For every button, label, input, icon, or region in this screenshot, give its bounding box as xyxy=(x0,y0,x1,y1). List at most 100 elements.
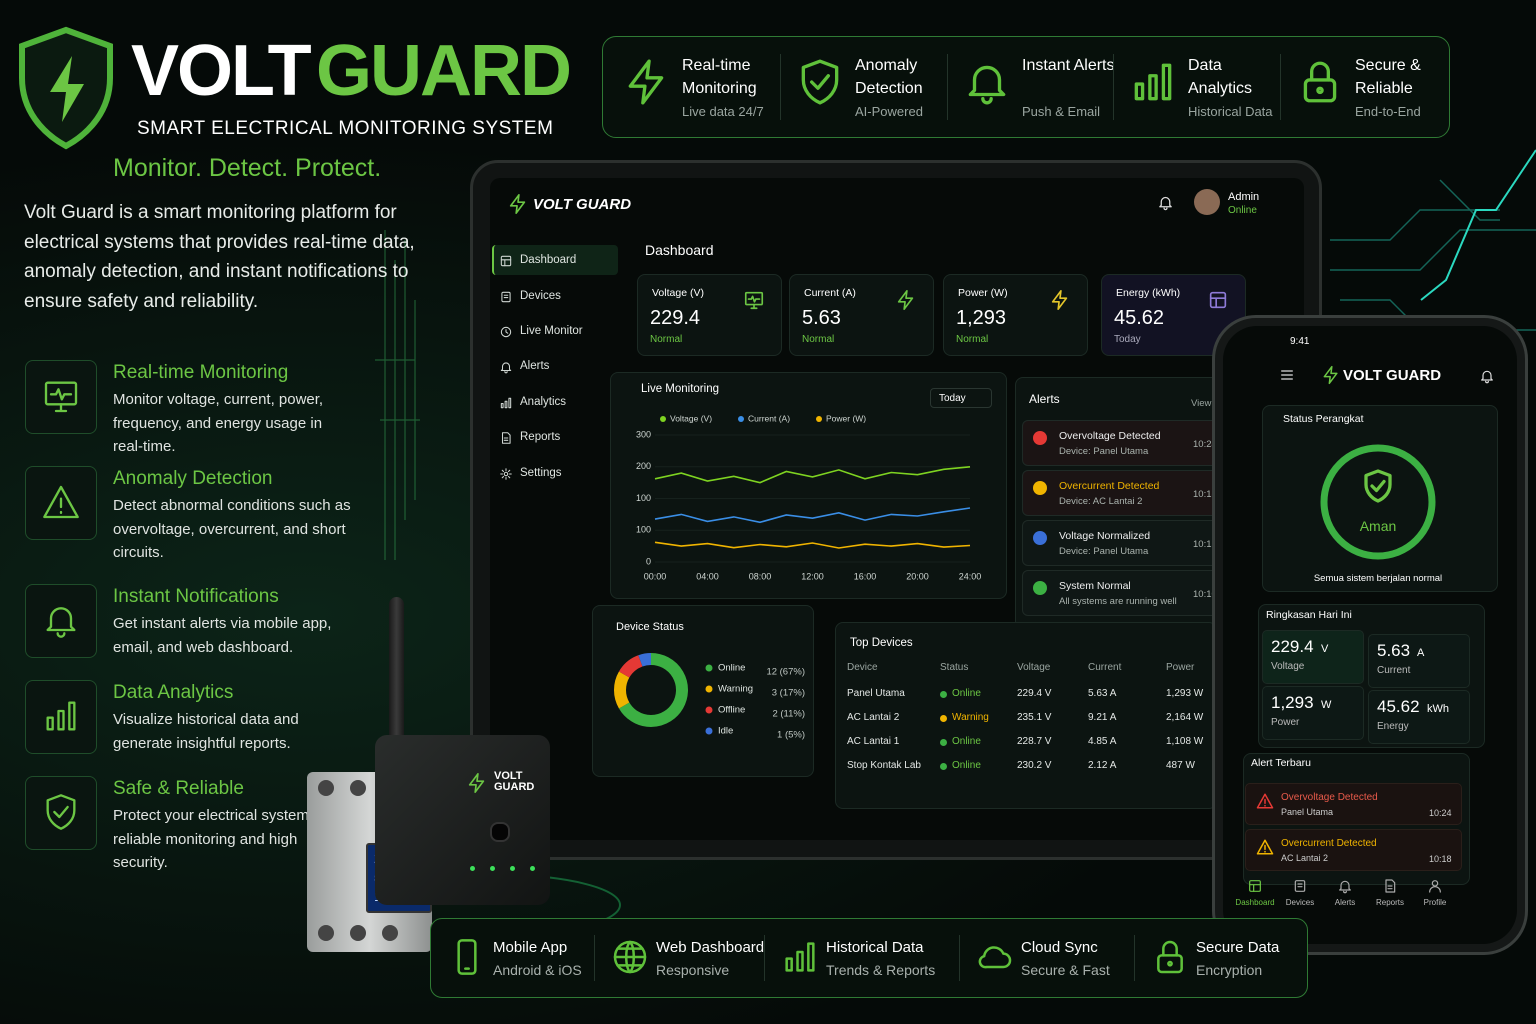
table-cell: 2,164 W xyxy=(1166,712,1204,723)
stat-label: Voltage (V) xyxy=(652,287,704,299)
top-feature-subtitle: AI-Powered xyxy=(855,104,923,119)
user-name: Admin xyxy=(1228,191,1260,203)
icon-part xyxy=(1157,954,1183,974)
nav-item[interactable]: Settings xyxy=(520,467,562,479)
gear-icon xyxy=(500,468,512,480)
icon-part xyxy=(1323,365,1338,385)
alert-title: System Normal xyxy=(1059,580,1131,592)
mon-icon xyxy=(500,326,512,338)
page-title: Dashboard xyxy=(645,242,714,258)
shield-icon xyxy=(801,59,839,105)
divider xyxy=(947,54,948,120)
bottom-subtitle: Encryption xyxy=(1196,962,1263,978)
icon-part xyxy=(1387,885,1393,890)
table-cell: 487 W xyxy=(1166,760,1195,771)
top-feature-title: Secure & Reliable xyxy=(1355,57,1421,97)
icon-part xyxy=(1249,884,1261,892)
alert-detail: All systems are running well xyxy=(1059,596,1177,607)
top-devices-title: Top Devices xyxy=(850,637,913,649)
stat-value: 1,293 xyxy=(956,307,1007,329)
icon-part xyxy=(1256,793,1274,809)
icon-part xyxy=(1294,880,1306,892)
warn-icon xyxy=(1256,793,1274,809)
summary-label: Power xyxy=(1271,717,1300,728)
nav-item[interactable]: Live Monitor xyxy=(520,325,583,337)
tab-label[interactable]: Dashboard xyxy=(1235,898,1275,907)
top-feature-subtitle: Historical Data xyxy=(1188,104,1273,119)
nav-item[interactable]: Devices xyxy=(520,290,561,302)
filter[interactable]: Today xyxy=(930,388,992,408)
icon-part xyxy=(501,291,511,303)
user-icon xyxy=(1429,880,1441,893)
doc-icon xyxy=(501,432,511,444)
icon-part xyxy=(1330,209,1500,241)
nav-item[interactable]: Alerts xyxy=(520,360,550,372)
icon-part xyxy=(508,397,512,409)
top-features-bar xyxy=(602,36,1450,138)
tab-label[interactable]: Alerts xyxy=(1334,898,1356,907)
stat-card: Energy (kWh) 45.62 Today xyxy=(1101,274,1246,356)
icon-part xyxy=(1339,880,1351,891)
icon-part xyxy=(1051,290,1068,310)
icon-part xyxy=(46,607,76,632)
status-dot xyxy=(940,715,947,722)
tab-label[interactable]: Devices xyxy=(1285,898,1315,907)
table-cell: 9.21 A xyxy=(1088,712,1117,723)
bell-icon xyxy=(1159,196,1172,211)
led xyxy=(530,866,535,871)
table-cell: AC Lantai 1 xyxy=(847,736,900,747)
menu-icon xyxy=(1281,370,1293,380)
nav-item[interactable]: Analytics xyxy=(520,396,567,408)
view-all[interactable]: View All xyxy=(1191,398,1225,409)
icon-part xyxy=(1161,63,1172,101)
terminal xyxy=(318,925,334,941)
icon-part xyxy=(501,432,511,444)
device-button xyxy=(490,822,510,842)
alert-time: 10:15:30 xyxy=(1193,539,1230,550)
led xyxy=(510,866,515,871)
summary-unit: V xyxy=(1321,643,1329,655)
table-cell: 1,108 W xyxy=(1166,736,1204,747)
summary-title: Ringkasan Hari Ini xyxy=(1266,609,1352,621)
table-cell: Panel Utama xyxy=(847,688,905,699)
icon-part xyxy=(503,471,509,477)
device-box xyxy=(375,735,550,905)
icon-part xyxy=(500,403,504,409)
avatar xyxy=(1194,189,1220,215)
nav-item[interactable]: Dashboard xyxy=(520,254,577,266)
icon-part xyxy=(68,701,76,731)
feature-text: Detect abnormal conditions such as overv… xyxy=(113,497,351,561)
phone-alert: Overcurrent Detected AC Lantai 2 10:18 xyxy=(1245,829,1462,871)
grid-icon xyxy=(1249,880,1261,892)
top-feature-subtitle: Push & Email xyxy=(1022,104,1101,119)
icon-part xyxy=(613,940,647,974)
dev-icon xyxy=(501,291,511,303)
bottom-title: Web Dashboard xyxy=(656,939,765,956)
table-cell: 229.4 V xyxy=(1017,688,1052,699)
icon-part xyxy=(1316,86,1324,95)
tab-label[interactable]: Reports xyxy=(1375,898,1404,907)
icon-part xyxy=(796,950,804,972)
grid-icon xyxy=(1209,291,1227,309)
icon-part xyxy=(1370,479,1386,493)
icon-part xyxy=(628,59,664,105)
table-cell: 235.1 V xyxy=(1017,712,1052,723)
divider xyxy=(764,935,765,981)
status-dot xyxy=(940,739,947,746)
phone-time: 9:41 xyxy=(1290,336,1310,347)
bottom-bar xyxy=(430,918,1308,998)
icon-part xyxy=(1163,207,1168,211)
alert-title: Voltage Normalized xyxy=(1059,530,1151,542)
alerts-title: Alerts xyxy=(1029,392,1060,406)
tab-label[interactable]: Profile xyxy=(1423,898,1447,907)
summary-value: 1,293 xyxy=(1271,693,1314,712)
top-feature-subtitle: Live data 24/7 xyxy=(682,104,764,119)
brand-subtitle: SMART ELECTRICAL MONITORING SYSTEM xyxy=(137,118,554,139)
icon-part xyxy=(43,485,79,519)
summary-label: Energy xyxy=(1377,721,1409,732)
alert-dot xyxy=(1033,431,1047,445)
top-feature-subtitle: End-to-End xyxy=(1355,104,1421,119)
status-dot xyxy=(940,691,947,698)
icon-part xyxy=(1385,879,1396,893)
nav-item[interactable]: Reports xyxy=(520,431,561,443)
